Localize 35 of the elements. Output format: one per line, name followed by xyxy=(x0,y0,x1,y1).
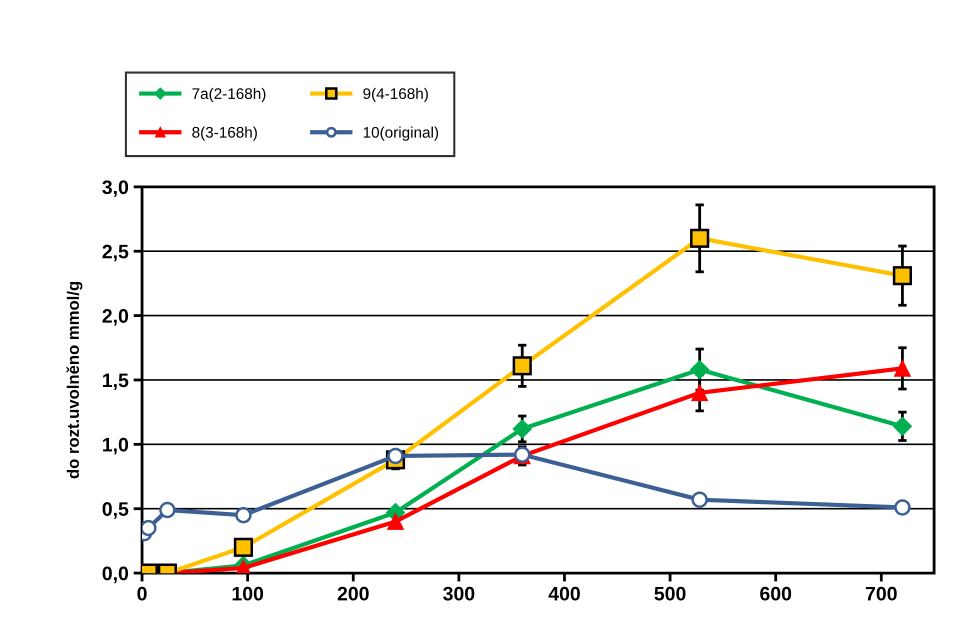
point xyxy=(235,506,252,524)
y-axis-title: do rozt.uvolněno mmol/g xyxy=(66,282,82,478)
point xyxy=(892,416,912,436)
legend-label: 10(original) xyxy=(364,126,438,141)
point xyxy=(691,492,708,508)
point xyxy=(512,356,532,376)
point xyxy=(387,448,404,464)
point xyxy=(892,266,912,286)
legend-label: 8(3-168h) xyxy=(192,126,257,141)
x-tick-label: 100 xyxy=(232,586,264,601)
x-tick-label: 0 xyxy=(137,586,147,601)
x-tick-label: 400 xyxy=(548,586,580,601)
x-tick-label: 500 xyxy=(654,586,686,601)
point xyxy=(159,502,176,518)
point xyxy=(690,360,710,380)
point xyxy=(387,513,404,530)
point xyxy=(691,384,708,402)
point xyxy=(512,419,532,438)
point xyxy=(894,360,911,377)
legend-label: 7a(2-168h) xyxy=(192,88,266,102)
y-tick-label: 1,5 xyxy=(103,374,128,390)
point xyxy=(894,499,911,516)
y-tick-label: 0,0 xyxy=(102,566,128,584)
x-tick-label: 700 xyxy=(866,586,897,601)
x-tick-label: 200 xyxy=(338,586,369,601)
legend-label: 9(4-168h) xyxy=(363,88,428,102)
y-tick-label: 1,0 xyxy=(103,438,128,454)
x-tick-label: 300 xyxy=(443,586,474,601)
y-tick-label: 2,0 xyxy=(102,309,128,326)
y-tick-label: 2,5 xyxy=(102,244,128,262)
point xyxy=(690,228,710,248)
x-tick-label: 600 xyxy=(760,586,792,601)
point xyxy=(234,538,254,557)
y-tick-label: 0,5 xyxy=(102,502,128,519)
y-tick-label: 3,0 xyxy=(102,180,128,197)
